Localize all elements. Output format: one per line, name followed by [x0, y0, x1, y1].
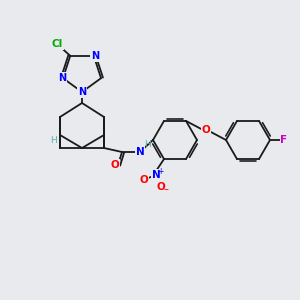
Text: F: F — [280, 135, 288, 145]
Text: O: O — [111, 160, 119, 170]
Text: O: O — [202, 125, 210, 136]
Text: N: N — [91, 51, 99, 61]
Text: O: O — [140, 175, 148, 185]
Text: Cl: Cl — [52, 39, 63, 49]
Text: N: N — [136, 147, 144, 157]
Text: O: O — [157, 182, 165, 192]
Text: H: H — [144, 140, 151, 149]
Text: H: H — [50, 136, 57, 145]
Text: +: + — [157, 167, 163, 176]
Text: N: N — [58, 73, 66, 83]
Text: –: – — [164, 184, 168, 194]
Text: N: N — [78, 87, 86, 97]
Text: N: N — [152, 170, 160, 180]
